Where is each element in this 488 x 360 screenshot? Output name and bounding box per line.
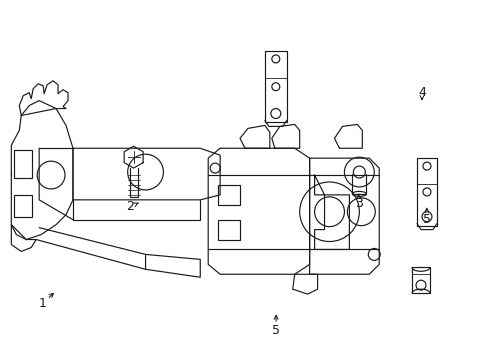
Text: 3: 3 (354, 197, 362, 210)
Text: 4: 4 (417, 86, 425, 99)
Polygon shape (264, 51, 286, 122)
Polygon shape (240, 125, 269, 148)
Polygon shape (411, 267, 429, 293)
Polygon shape (19, 81, 68, 116)
Polygon shape (309, 158, 379, 274)
Bar (14, 150, 32, 178)
Polygon shape (334, 125, 362, 148)
Polygon shape (314, 175, 349, 249)
Polygon shape (208, 148, 309, 274)
Polygon shape (11, 225, 36, 251)
Polygon shape (271, 125, 299, 148)
Bar (14, 195, 32, 217)
Text: 5: 5 (271, 324, 280, 337)
Bar (218, 185, 240, 205)
Bar (218, 220, 240, 239)
Polygon shape (11, 100, 73, 239)
Polygon shape (292, 274, 317, 294)
Text: 5: 5 (422, 213, 430, 226)
Text: 1: 1 (39, 297, 46, 310)
Polygon shape (416, 158, 436, 226)
Polygon shape (73, 148, 220, 200)
Text: 2: 2 (126, 200, 134, 213)
